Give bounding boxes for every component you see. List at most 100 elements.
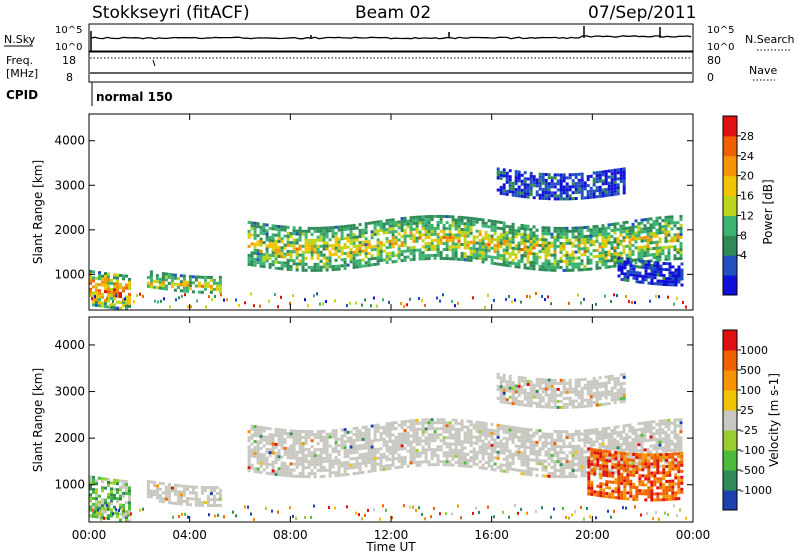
noise-cell	[667, 295, 669, 299]
range-cell	[439, 241, 443, 245]
range-cell	[463, 252, 467, 256]
range-cell	[679, 248, 683, 251]
range-cell	[448, 448, 452, 452]
range-cell	[328, 256, 332, 260]
range-cell	[632, 494, 636, 498]
range-cell	[250, 451, 254, 455]
range-cell	[316, 238, 320, 242]
range-cell	[544, 474, 548, 478]
range-cell	[574, 197, 578, 200]
range-cell	[397, 441, 401, 445]
range-cell	[418, 421, 422, 425]
range-cell	[149, 495, 153, 499]
range-cell	[547, 432, 551, 436]
range-cell	[550, 244, 554, 248]
range-cell	[523, 248, 527, 252]
range-cell	[544, 405, 548, 409]
range-cell	[463, 255, 467, 259]
range-cell	[559, 229, 563, 233]
range-cell	[388, 466, 392, 470]
range-cell	[499, 245, 503, 248]
range-cell	[641, 274, 645, 278]
range-cell	[313, 268, 317, 272]
range-cell	[505, 461, 509, 465]
range-cell	[412, 419, 416, 423]
range-cell	[382, 222, 386, 226]
range-cell	[641, 456, 645, 460]
range-cell	[664, 443, 668, 447]
range-cell	[665, 498, 669, 501]
range-cell	[556, 405, 560, 409]
range-cell	[421, 215, 425, 219]
range-cell	[451, 257, 455, 261]
range-cell	[490, 228, 494, 232]
range-cell	[583, 241, 587, 244]
range-cell	[535, 452, 539, 456]
range-cell	[508, 264, 512, 268]
range-cell	[650, 486, 654, 490]
range-cell	[538, 381, 542, 385]
range-cell	[110, 278, 113, 282]
range-cell	[616, 440, 620, 444]
range-cell	[286, 465, 290, 469]
range-cell	[409, 422, 413, 426]
range-cell	[499, 448, 503, 452]
range-cell	[328, 444, 332, 448]
range-cell	[568, 194, 572, 198]
range-cell	[361, 249, 365, 253]
range-cell	[481, 236, 485, 240]
range-cell	[505, 174, 509, 178]
range-cell	[191, 275, 195, 279]
range-cell	[574, 235, 578, 239]
range-cell	[370, 469, 374, 473]
range-cell	[647, 453, 651, 457]
range-cell	[256, 428, 260, 432]
range-cell	[454, 442, 458, 446]
range-cell	[110, 502, 113, 506]
range-cell	[571, 185, 575, 189]
range-cell	[601, 442, 605, 446]
range-cell	[538, 187, 542, 191]
range-cell	[424, 242, 428, 246]
range-cell	[577, 172, 581, 176]
range-cell	[601, 236, 605, 240]
range-cell	[656, 282, 660, 286]
range-cell	[517, 438, 521, 442]
range-cell	[304, 262, 308, 266]
range-cell	[391, 460, 395, 464]
range-cell	[415, 451, 419, 455]
range-cell	[493, 250, 497, 254]
range-cell	[310, 433, 314, 437]
range-cell	[203, 486, 207, 489]
range-cell	[119, 503, 122, 507]
range-cell	[256, 452, 260, 456]
range-cell	[544, 194, 548, 197]
range-cell	[661, 249, 665, 253]
range-cell	[664, 440, 668, 444]
range-cell	[388, 433, 392, 437]
range-cell	[659, 483, 663, 487]
range-cell	[544, 453, 548, 457]
range-cell	[625, 220, 629, 224]
range-cell	[337, 264, 341, 268]
range-cell	[499, 242, 503, 245]
range-cell	[613, 264, 617, 268]
range-cell	[541, 444, 545, 448]
range-cell	[322, 441, 326, 445]
range-cell	[373, 460, 377, 464]
range-cell	[610, 386, 614, 390]
range-cell	[680, 274, 684, 278]
range-cell	[595, 195, 599, 199]
power-data-layer	[89, 167, 687, 311]
range-cell	[421, 451, 425, 455]
range-cell	[596, 451, 600, 455]
range-cell	[376, 223, 380, 227]
range-cell	[559, 235, 563, 239]
range-cell	[646, 244, 650, 248]
range-cell	[484, 248, 488, 252]
range-cell	[469, 252, 473, 256]
range-cell	[173, 483, 177, 487]
range-cell	[529, 240, 533, 244]
range-cell	[574, 265, 578, 269]
range-cell	[268, 463, 272, 467]
